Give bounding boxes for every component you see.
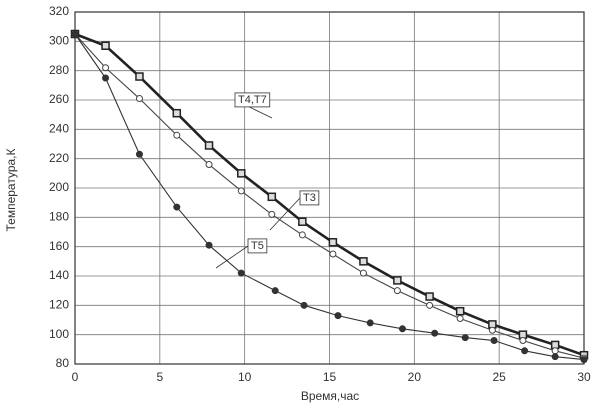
y-tick-label: 100 <box>49 327 69 341</box>
x-axis-label: Время,час <box>301 389 359 403</box>
y-tick-label: 280 <box>49 63 69 77</box>
marker <box>135 72 144 81</box>
marker <box>298 231 306 239</box>
marker <box>135 150 143 158</box>
marker <box>393 276 402 285</box>
marker <box>237 169 246 178</box>
marker <box>393 287 401 295</box>
y-tick-label: 80 <box>56 356 70 370</box>
marker <box>521 347 529 355</box>
marker <box>204 141 214 150</box>
marker <box>101 41 110 50</box>
marker <box>426 301 434 309</box>
marker <box>205 241 213 249</box>
x-tick-label: 0 <box>72 370 79 384</box>
marker <box>237 269 245 277</box>
x-tick-label: 10 <box>238 370 252 384</box>
marker <box>71 30 79 38</box>
marker <box>580 356 588 364</box>
marker <box>490 337 498 345</box>
y-tick-label: 220 <box>49 151 69 165</box>
annotation-leader <box>269 197 301 231</box>
marker <box>268 210 276 218</box>
y-tick-label: 120 <box>49 298 69 312</box>
label-box <box>234 92 271 108</box>
marker <box>334 312 342 320</box>
y-tick-label: 160 <box>49 239 69 253</box>
marker <box>359 257 368 266</box>
marker <box>173 203 181 211</box>
x-tick-label: 20 <box>408 370 422 384</box>
marker <box>519 337 527 345</box>
y-tick-label: 240 <box>49 122 69 136</box>
label-box <box>299 190 320 206</box>
marker <box>135 95 143 103</box>
marker <box>398 325 406 333</box>
marker <box>205 161 213 169</box>
x-tick-label: 5 <box>156 370 163 384</box>
marker <box>456 315 464 323</box>
y-tick-label: 260 <box>49 92 69 106</box>
marker <box>173 131 181 139</box>
x-tick-label: 30 <box>577 370 591 384</box>
marker <box>298 217 307 226</box>
marker <box>271 287 279 295</box>
marker <box>431 329 439 337</box>
y-tick-label: 180 <box>49 210 69 224</box>
marker <box>267 192 277 202</box>
y-tick-label: 200 <box>49 180 69 194</box>
marker <box>102 74 110 82</box>
x-tick-label: 25 <box>492 370 506 384</box>
label-box <box>247 238 268 254</box>
marker <box>455 306 465 316</box>
marker <box>359 269 367 277</box>
marker <box>102 64 110 72</box>
series-label: T3 <box>303 192 316 204</box>
annotation-leader <box>215 245 249 269</box>
marker <box>300 301 308 309</box>
series-label: T5 <box>251 240 264 252</box>
y-tick-label: 140 <box>49 268 69 282</box>
x-tick-label: 15 <box>323 370 337 384</box>
marker <box>488 326 496 334</box>
y-tick-label: 320 <box>49 4 69 18</box>
marker <box>425 292 434 301</box>
marker <box>329 250 337 258</box>
marker <box>172 108 182 118</box>
y-tick-label: 300 <box>49 34 69 48</box>
plot-frame <box>74 11 585 365</box>
marker <box>237 187 245 195</box>
marker <box>461 334 469 342</box>
marker <box>551 353 559 361</box>
y-axis-label: Температура,К <box>4 148 18 231</box>
marker <box>328 238 338 247</box>
marker <box>551 347 559 355</box>
marker <box>366 319 374 327</box>
series-label: T4,T7 <box>238 94 267 106</box>
